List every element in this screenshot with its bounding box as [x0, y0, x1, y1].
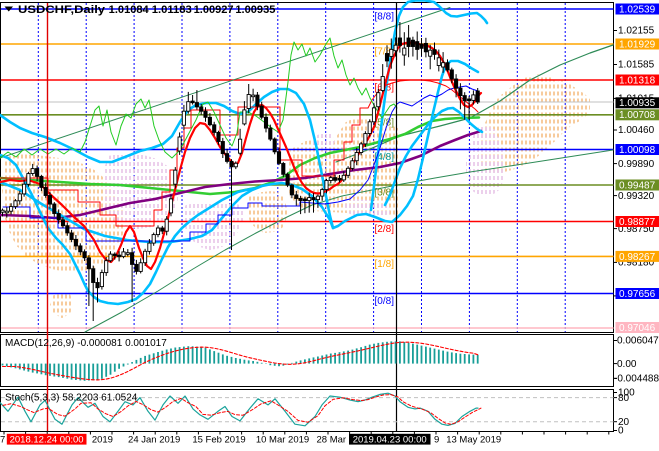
svg-text:-0.004488: -0.004488: [614, 374, 659, 385]
svg-text:0.98180: 0.98180: [618, 258, 655, 269]
svg-text:0.98877: 0.98877: [619, 217, 656, 228]
svg-text:1.01585: 1.01585: [618, 60, 655, 71]
svg-text:7: 7: [0, 435, 5, 446]
svg-text:2019.04.23 00:00: 2019.04.23 00:00: [353, 435, 427, 446]
svg-text:24 Jan 2019: 24 Jan 2019: [128, 435, 180, 446]
svg-text:28 Mar: 28 Mar: [317, 435, 347, 446]
svg-text:MACD(12,26,9) -0.000081 0.0010: MACD(12,26,9) -0.000081 0.001017: [5, 338, 167, 349]
svg-text:1.01318: 1.01318: [619, 75, 656, 86]
svg-text:[7/8]: [7/8]: [375, 47, 395, 58]
svg-text:0.00: 0.00: [617, 359, 637, 370]
svg-text:0.98750: 0.98750: [618, 224, 655, 235]
svg-text:1.01929: 1.01929: [619, 39, 656, 50]
svg-text:80: 80: [618, 393, 630, 404]
svg-text:[8/8]: [8/8]: [375, 12, 395, 23]
svg-text:0: 0: [618, 426, 624, 437]
svg-text:1.02155: 1.02155: [618, 26, 655, 37]
svg-text:10 Mar 2019: 10 Mar 2019: [256, 435, 309, 446]
svg-text:[5/8]: [5/8]: [375, 117, 395, 128]
svg-text:100: 100: [618, 388, 635, 399]
svg-text:1.01183: 1.01183: [152, 4, 192, 16]
svg-text:1.02539: 1.02539: [619, 4, 656, 15]
svg-text:9: 9: [434, 435, 439, 446]
svg-text:[3/8]: [3/8]: [375, 188, 395, 199]
svg-text:1.00708: 1.00708: [619, 110, 656, 121]
svg-text:1.00460: 1.00460: [618, 125, 655, 136]
svg-text:[0/8]: [0/8]: [375, 296, 395, 307]
svg-text:0.97656: 0.97656: [619, 289, 656, 300]
svg-text:0.99487: 0.99487: [619, 180, 656, 191]
svg-text:1.00935: 1.00935: [235, 4, 275, 16]
svg-text:0.98267: 0.98267: [619, 252, 656, 263]
svg-text:1.01084: 1.01084: [109, 4, 150, 16]
svg-text:2019: 2019: [92, 435, 113, 446]
svg-text:20: 20: [618, 417, 630, 428]
svg-text:1.00098: 1.00098: [619, 145, 656, 156]
svg-text:0.97046: 0.97046: [619, 323, 656, 334]
svg-text:13 May 2019: 13 May 2019: [446, 435, 501, 446]
svg-text:USDCHF,Daily: USDCHF,Daily: [18, 4, 106, 16]
svg-text:[1/8]: [1/8]: [375, 259, 395, 270]
svg-text:0.006047: 0.006047: [617, 336, 659, 347]
svg-text:15 Feb 2019: 15 Feb 2019: [192, 435, 245, 446]
svg-text:1.00927: 1.00927: [194, 4, 234, 16]
svg-text:1.00935: 1.00935: [619, 98, 656, 109]
svg-text:Stoch(5,3,3) 58.2203 61.0524: Stoch(5,3,3) 58.2203 61.0524: [5, 393, 138, 404]
svg-text:[4/8]: [4/8]: [375, 152, 395, 163]
svg-text:2018.12.24 00:00: 2018.12.24 00:00: [10, 435, 84, 446]
svg-text:0.99890: 0.99890: [618, 159, 655, 170]
svg-text:[2/8]: [2/8]: [375, 224, 395, 235]
svg-text:0.99320: 0.99320: [618, 191, 655, 202]
